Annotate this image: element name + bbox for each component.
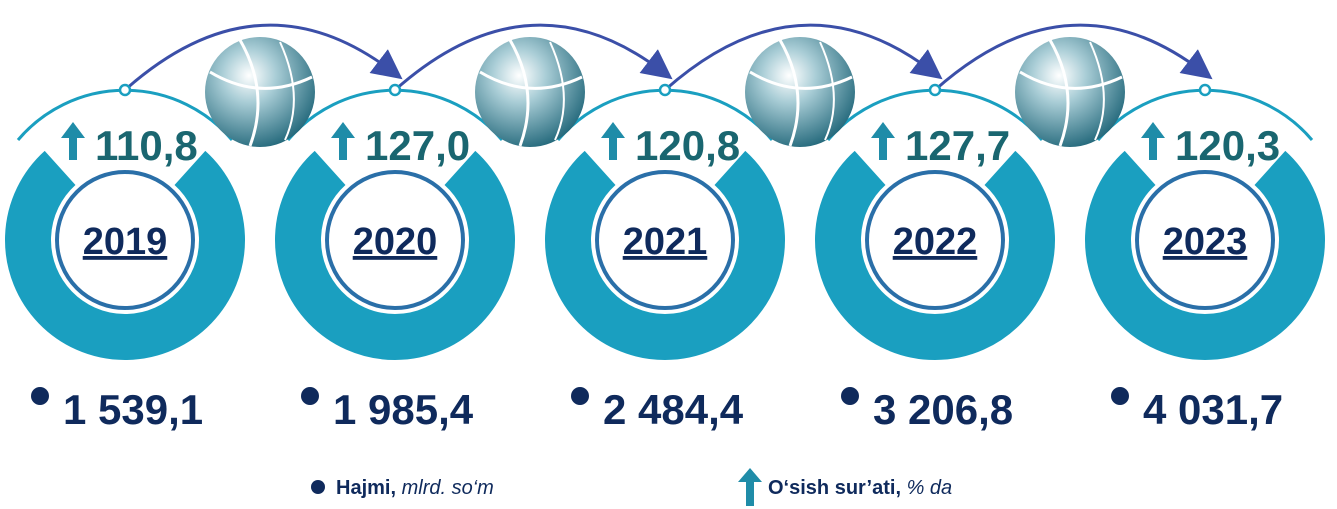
growth-arrow — [871, 122, 895, 160]
globe-body — [1015, 37, 1125, 147]
infographic: Hajmi, mlrd. so‘m O‘sish sur’ati, % da 1… — [0, 0, 1337, 509]
legend-volume-unit: mlrd. so‘m — [402, 477, 494, 499]
growth-value: 120,3 — [1175, 122, 1280, 169]
legend-arrow — [738, 468, 762, 506]
globe — [745, 37, 855, 147]
legend-dot — [311, 480, 325, 494]
year: 2022 — [893, 221, 978, 263]
growth-value: 127,0 — [365, 122, 470, 169]
volume-value: 1 985,4 — [333, 386, 474, 433]
globe-body — [745, 37, 855, 147]
volume-dot — [571, 387, 589, 405]
year: 2020 — [353, 221, 438, 263]
globe — [205, 37, 315, 147]
growth-arrow — [331, 122, 355, 160]
volume-value: 3 206,8 — [873, 386, 1013, 433]
globe-body — [205, 37, 315, 147]
arc-node — [1200, 85, 1210, 95]
legend: Hajmi, mlrd. so‘m O‘sish sur’ati, % da — [311, 468, 952, 506]
legend-volume: Hajmi, mlrd. so‘m — [336, 477, 494, 499]
arc-node — [390, 85, 400, 95]
volume-value: 4 031,7 — [1143, 386, 1283, 433]
globe-body — [475, 37, 585, 147]
arc-node — [120, 85, 130, 95]
volume-value: 1 539,1 — [63, 386, 203, 433]
growth-arrow — [1141, 122, 1165, 160]
volume-dot — [841, 387, 859, 405]
volume-dot — [31, 387, 49, 405]
legend-volume-label: Hajmi, — [336, 477, 396, 499]
arc-node — [930, 85, 940, 95]
globe — [475, 37, 585, 147]
volume-dot — [1111, 387, 1129, 405]
growth-arrow — [601, 122, 625, 160]
legend-growth-unit: % da — [907, 477, 953, 499]
arc-node — [660, 85, 670, 95]
growth-value: 127,7 — [905, 122, 1010, 169]
growth-arrow — [61, 122, 85, 160]
legend-growth: O‘sish sur’ati, % da — [768, 477, 952, 499]
growth-value: 110,8 — [95, 122, 198, 169]
volume-value: 2 484,4 — [603, 386, 744, 433]
year: 2023 — [1163, 221, 1248, 263]
volume-dot — [301, 387, 319, 405]
globe — [1015, 37, 1125, 147]
growth-value: 120,8 — [635, 122, 740, 169]
year: 2019 — [83, 221, 168, 263]
year: 2021 — [623, 221, 708, 263]
legend-growth-label: O‘sish sur’ati, — [768, 477, 901, 499]
